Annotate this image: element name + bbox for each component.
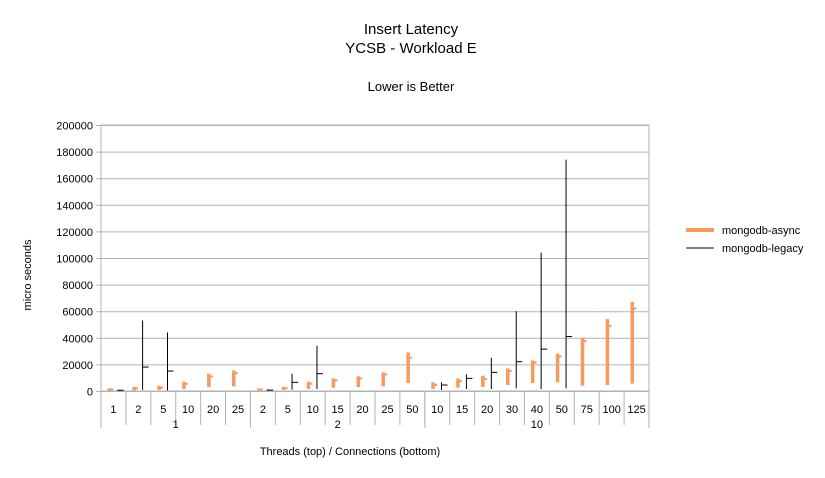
x-group-label: 10 [531,419,543,431]
x-tick-label: 5 [160,404,166,416]
y-tick-label: 80000 [62,280,93,292]
y-tick-label: 200000 [56,121,93,133]
x-tick-label: 25 [381,404,393,416]
y-tick-label: 20000 [62,360,93,372]
legend: mongodb-async mongodb-legacy [686,225,804,255]
x-tick-label: 2 [260,404,266,416]
y-tick-label: 40000 [62,333,93,345]
x-tick-label: 100 [602,404,620,416]
y-tick-label: 60000 [62,307,93,319]
x-tick-label: 10 [431,404,443,416]
x-tick-label: 30 [506,404,518,416]
legend-label-mongodb-legacy: mongodb-legacy [722,243,804,255]
x-tick-label: 15 [332,404,344,416]
x-axis-label: Threads (top) / Connections (bottom) [260,446,440,458]
x-tick-label: 1 [110,404,116,416]
x-tick-label: 50 [406,404,418,416]
y-tick-label: 140000 [56,200,93,212]
x-tick-label: 75 [581,404,593,416]
plot-area: 0 20000 40000 60000 80000 100000 120000 140000 1… [56,121,650,431]
x-tick-label: 40 [531,404,543,416]
chart-note: Lower is Better [368,79,455,94]
x-tick-label: 50 [556,404,568,416]
y-tick-label: 100000 [56,254,93,266]
x-tick-label: 125 [627,404,645,416]
legend-label-mongodb-async: mongodb-async [722,225,801,237]
chart-subtitle: YCSB - Workload E [345,40,476,57]
x-tick-label: 20 [356,404,368,416]
y-tick-label: 0 [87,387,93,399]
x-tick-label: 5 [285,404,291,416]
x-tick-label: 25 [232,404,244,416]
y-tick-label: 180000 [56,147,93,159]
y-axis-label: micro seconds [22,239,34,310]
x-tick-label: 2 [135,404,141,416]
x-tick-label: 20 [481,404,493,416]
chart-title: Insert Latency [364,21,459,38]
x-group-label: 2 [335,419,341,431]
x-tick-label: 10 [307,404,319,416]
y-tick-label: 120000 [56,227,93,239]
x-tick-label: 20 [207,404,219,416]
x-tick-label: 15 [456,404,468,416]
x-tick-label: 10 [182,404,194,416]
y-tick-label: 160000 [56,174,93,186]
x-group-label: 1 [173,419,179,431]
